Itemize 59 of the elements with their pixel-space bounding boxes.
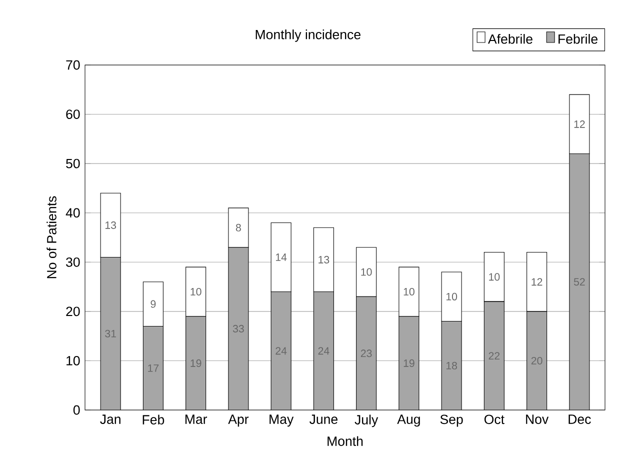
data-label: 33 xyxy=(232,324,244,332)
y-axis-title: No of Patients xyxy=(46,196,56,278)
data-label: 9 xyxy=(150,300,156,308)
x-tick-label: Nov xyxy=(526,414,549,424)
bar xyxy=(441,272,462,322)
legend-label: Febrile xyxy=(558,34,598,44)
x-tick-label: Sep xyxy=(440,414,463,427)
y-tick-label: 50 xyxy=(66,158,80,168)
x-tick-label: Oct xyxy=(484,414,504,424)
data-label: 19 xyxy=(190,359,202,367)
data-label: 12 xyxy=(574,120,585,128)
data-label: 8 xyxy=(236,224,241,232)
y-tick-label: 20 xyxy=(66,306,80,316)
x-axis-title: Month xyxy=(328,436,363,446)
x-tick-label: Jan xyxy=(100,414,120,424)
data-label: 22 xyxy=(488,352,500,360)
data-label: 18 xyxy=(446,362,457,370)
data-label: 14 xyxy=(276,254,287,261)
data-label: 10 xyxy=(446,292,458,300)
x-tick-label: Dec xyxy=(568,414,591,424)
x-tick-label: Apr xyxy=(228,414,249,427)
data-label: 10 xyxy=(404,288,414,296)
bar xyxy=(356,247,377,297)
data-label: 24 xyxy=(276,347,287,355)
x-tick-label: June xyxy=(309,414,338,424)
y-tick-label: 0 xyxy=(73,405,80,415)
y-tick-label: 60 xyxy=(66,110,80,119)
data-label: 23 xyxy=(360,350,372,358)
data-label: 10 xyxy=(489,273,500,281)
y-tick-label: 70 xyxy=(66,60,80,70)
data-label: 13 xyxy=(105,221,116,229)
data-label: 31 xyxy=(105,330,116,338)
bar xyxy=(526,252,548,312)
x-tick-label: Feb xyxy=(142,414,164,424)
bar xyxy=(142,282,164,326)
y-tick-label: 30 xyxy=(66,257,80,267)
data-label: 12 xyxy=(532,278,542,286)
bar xyxy=(313,227,334,292)
data-label: 19 xyxy=(404,359,414,367)
x-tick-label: Mar xyxy=(185,414,208,424)
legend-label: Afebrile xyxy=(488,34,532,44)
legend-title: Monthly incidence xyxy=(256,29,360,42)
bar xyxy=(398,266,420,317)
data-label: 10 xyxy=(361,268,372,276)
data-label: 10 xyxy=(190,288,202,296)
data-label: 13 xyxy=(318,256,330,264)
data-label: 24 xyxy=(318,347,330,355)
y-tick-label: 40 xyxy=(66,208,80,218)
y-tick-label: 10 xyxy=(66,356,80,366)
x-tick-label: Aug xyxy=(397,414,420,427)
bar xyxy=(228,208,249,248)
data-label: 52 xyxy=(574,278,585,286)
bar xyxy=(270,222,292,292)
bar xyxy=(484,252,504,302)
x-tick-label: July xyxy=(354,414,378,428)
data-label: 20 xyxy=(531,356,542,364)
bar xyxy=(186,266,206,317)
data-label: 17 xyxy=(148,364,159,372)
x-tick-label: May xyxy=(270,414,294,427)
